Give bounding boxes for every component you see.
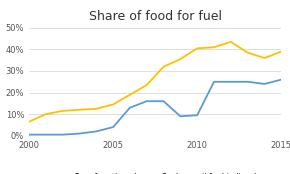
Corn for ethanol: [44, 113, 48, 115]
Soybean oil for biodiesel: [195, 114, 199, 116]
Soybean oil for biodiesel: [280, 79, 283, 81]
Soybean oil for biodiesel: [111, 126, 115, 128]
Soybean oil for biodiesel: [44, 134, 48, 136]
Corn for ethanol: [128, 94, 132, 96]
Soybean oil for biodiesel: [179, 115, 182, 117]
Title: Share of food for fuel: Share of food for fuel: [89, 10, 222, 22]
Soybean oil for biodiesel: [128, 107, 132, 109]
Soybean oil for biodiesel: [246, 81, 249, 83]
Corn for ethanol: [145, 84, 148, 86]
Corn for ethanol: [95, 108, 98, 110]
Soybean oil for biodiesel: [212, 81, 216, 83]
Corn for ethanol: [280, 50, 283, 53]
Line: Soybean oil for biodiesel: Soybean oil for biodiesel: [29, 80, 281, 135]
Corn for ethanol: [229, 41, 233, 43]
Corn for ethanol: [246, 52, 249, 54]
Legend: Corn for ethanol, Soybean oil for biodiesel: Corn for ethanol, Soybean oil for biodie…: [51, 170, 260, 174]
Soybean oil for biodiesel: [162, 100, 165, 102]
Corn for ethanol: [179, 58, 182, 60]
Soybean oil for biodiesel: [95, 130, 98, 132]
Corn for ethanol: [27, 121, 31, 123]
Corn for ethanol: [78, 109, 81, 111]
Corn for ethanol: [111, 103, 115, 105]
Corn for ethanol: [263, 57, 266, 59]
Soybean oil for biodiesel: [27, 134, 31, 136]
Soybean oil for biodiesel: [229, 81, 233, 83]
Soybean oil for biodiesel: [78, 133, 81, 135]
Soybean oil for biodiesel: [263, 83, 266, 85]
Soybean oil for biodiesel: [145, 100, 148, 102]
Corn for ethanol: [195, 47, 199, 49]
Corn for ethanol: [162, 66, 165, 68]
Soybean oil for biodiesel: [61, 134, 64, 136]
Corn for ethanol: [61, 110, 64, 112]
Line: Corn for ethanol: Corn for ethanol: [29, 42, 281, 122]
Corn for ethanol: [212, 46, 216, 48]
